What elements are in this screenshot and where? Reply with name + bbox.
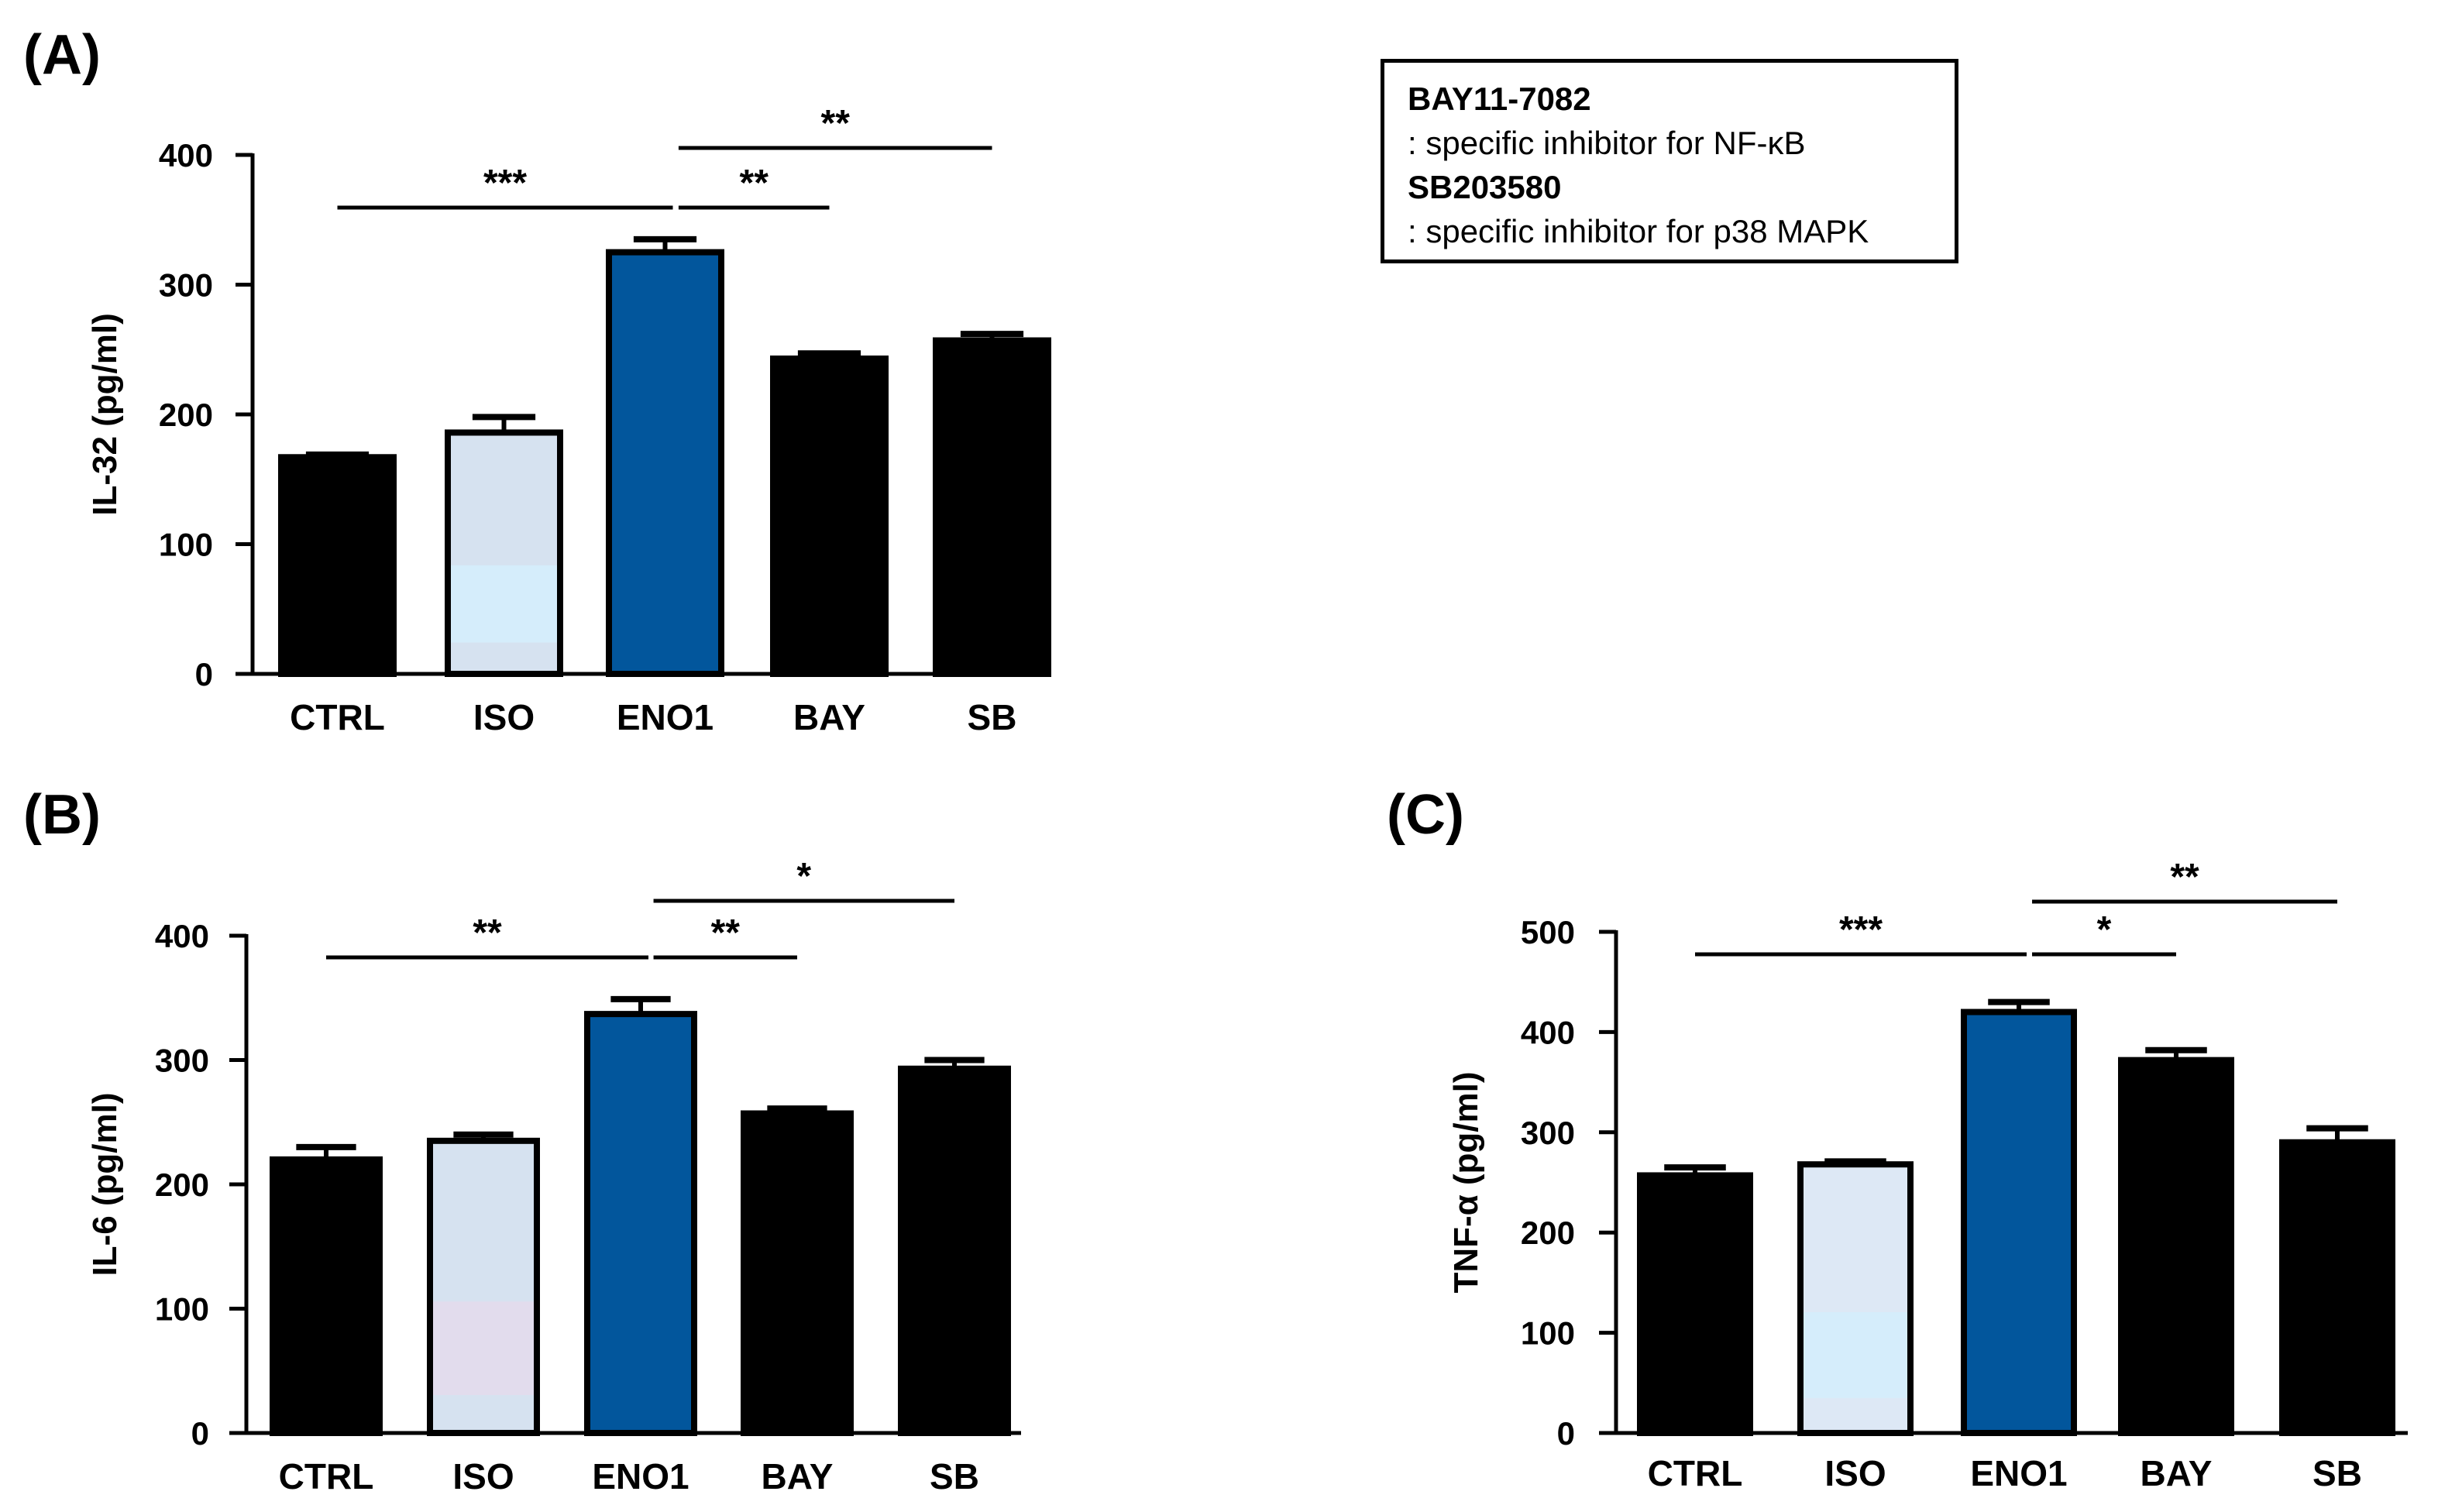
y-tick-label: 300: [159, 267, 213, 304]
chart-panel-2: (B) IL-6 (pg/ml) 0 100 200 300 400 CTRL ISO ENO1 B…: [23, 784, 1021, 1497]
bar-iso-shade: [433, 1301, 534, 1395]
y-tick-label: 0: [195, 656, 213, 692]
y-tick-label: 500: [1521, 914, 1575, 950]
significance-label: ***: [1839, 909, 1883, 950]
y-tick-label: 200: [155, 1167, 209, 1203]
y-tick-label: 0: [191, 1415, 209, 1452]
significance-label: **: [473, 912, 502, 954]
y-tick-label: 400: [1521, 1014, 1575, 1050]
y-tick-label: 200: [159, 397, 213, 433]
significance-label: **: [821, 103, 851, 144]
x-tick-label-bay: BAY: [793, 697, 865, 737]
significance-label: *: [796, 856, 811, 897]
bar-sb: [2279, 1139, 2395, 1436]
panel-label: (B): [23, 784, 101, 846]
significance-label: **: [740, 163, 769, 204]
y-tick-label: 200: [1521, 1215, 1575, 1251]
significance-label: **: [2170, 857, 2199, 898]
bar-sb: [933, 337, 1051, 677]
significance-label: *: [2097, 909, 2112, 950]
panel-label: (A): [23, 24, 101, 86]
bar-eno1: [606, 249, 724, 677]
chart-panel-1: (A) IL-32 (pg/ml) 0 100 200 300 400 CTRL ISO ENO1…: [23, 24, 1051, 737]
x-tick-label-iso: ISO: [452, 1456, 514, 1497]
y-axis-label: IL-6 (pg/ml): [86, 1092, 124, 1276]
legend-line-bay-name: BAY11-7082: [1408, 81, 1591, 117]
legend-line-bay-desc: : specific inhibitor for NF-κB: [1408, 125, 1806, 161]
bar-bay: [741, 1110, 854, 1436]
chart-panel-3: (C) TNF-α (pg/ml) 0 100 200 300 400 500 CTRL ISO E…: [1387, 784, 2408, 1493]
y-axis-label: IL-32 (pg/ml): [86, 313, 124, 516]
bar-bay: [770, 355, 889, 677]
y-tick-label: 100: [1521, 1315, 1575, 1352]
x-tick-label-bay: BAY: [2141, 1453, 2213, 1493]
y-axis-label: TNF-α (pg/ml): [1447, 1071, 1485, 1293]
inhibitor-legend-box: BAY11-7082 : specific inhibitor for NF-κ…: [1381, 59, 1958, 263]
x-tick-label-sb: SB: [968, 697, 1017, 737]
x-tick-label-eno1: ENO1: [617, 697, 714, 737]
x-tick-label-iso: ISO: [1824, 1453, 1886, 1493]
y-tick-label: 400: [159, 137, 213, 174]
bar-iso-shade: [1804, 1311, 1907, 1398]
panel-label: (C): [1387, 784, 1464, 846]
y-tick-label: 100: [155, 1291, 209, 1328]
x-tick-label-bay: BAY: [762, 1456, 834, 1497]
significance-label: **: [711, 912, 741, 954]
x-tick-label-ctrl: CTRL: [1648, 1453, 1743, 1493]
bar-eno1: [584, 1011, 697, 1436]
bar-iso-shade: [451, 565, 557, 643]
x-tick-label-iso: ISO: [473, 697, 535, 737]
y-tick-label: 0: [1557, 1415, 1575, 1452]
bar-sb: [898, 1065, 1011, 1436]
x-tick-label-eno1: ENO1: [1970, 1453, 2067, 1493]
y-tick-label: 300: [1521, 1115, 1575, 1151]
y-tick-label: 400: [155, 918, 209, 954]
x-tick-label-ctrl: CTRL: [290, 697, 385, 737]
bar-ctrl: [270, 1156, 383, 1437]
y-tick-label: 300: [155, 1043, 209, 1079]
x-tick-label-sb: SB: [2312, 1453, 2362, 1493]
legend-line-sb-desc: : specific inhibitor for p38 MAPK: [1408, 213, 1869, 249]
bar-ctrl: [278, 454, 397, 678]
x-tick-label-sb: SB: [930, 1456, 979, 1497]
bar-ctrl: [1637, 1172, 1753, 1437]
bar-bay: [2118, 1057, 2234, 1436]
legend-line-sb-name: SB203580: [1408, 169, 1562, 205]
significance-label: ***: [483, 163, 527, 204]
y-tick-label: 100: [159, 527, 213, 563]
x-tick-label-ctrl: CTRL: [279, 1456, 374, 1497]
bar-eno1: [1961, 1009, 2077, 1436]
x-tick-label-eno1: ENO1: [592, 1456, 689, 1497]
